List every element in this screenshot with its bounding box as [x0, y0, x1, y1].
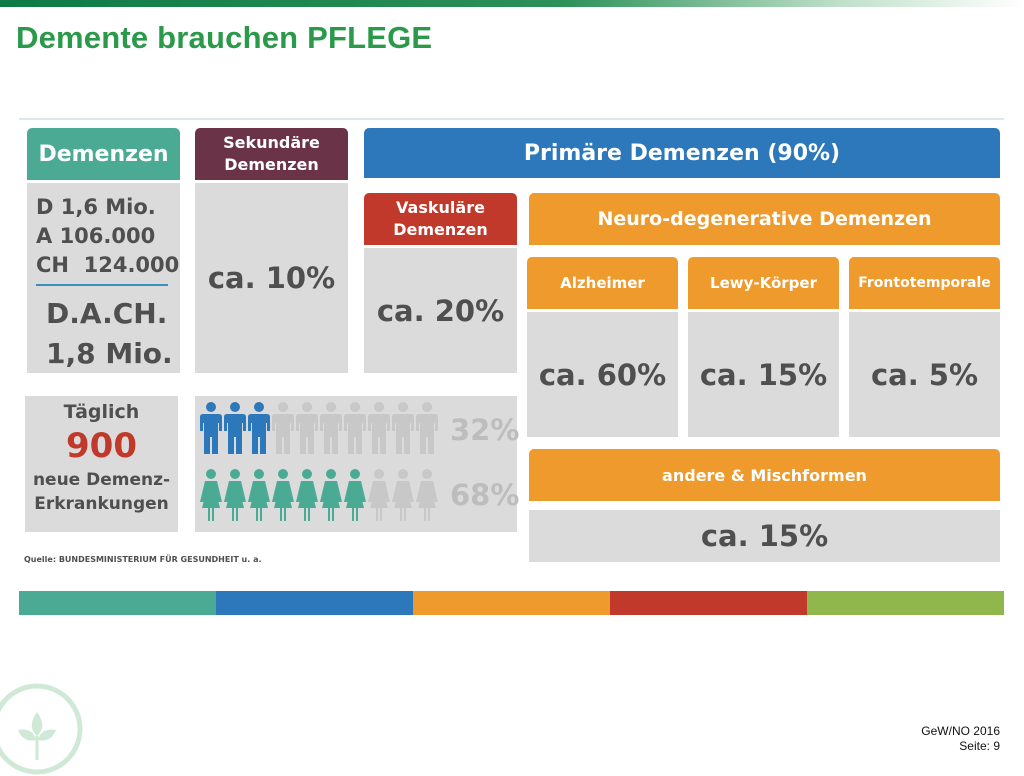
male-figure-icon	[368, 402, 390, 454]
dach-a: A 106.000	[36, 224, 156, 248]
sekundaer-header: Sekundäre Demenzen	[195, 128, 348, 180]
vaskulaer-value-panel: ca. 20%	[364, 248, 517, 373]
female-figure-icon	[200, 469, 222, 521]
alzheimer-value-panel: ca. 60%	[527, 312, 678, 437]
male-figure-icon	[200, 402, 222, 454]
alzheimer-header: Alzheimer	[527, 257, 678, 309]
footer-line2: Seite: 9	[959, 739, 1000, 753]
daily-panel: Täglich 900 neue Demenz- Erkrankungen	[25, 396, 178, 532]
daily-line1: Täglich	[63, 401, 140, 423]
vaskulaer-header: Vaskuläre Demenzen	[364, 193, 517, 245]
demenzen-label: Demenzen	[38, 141, 169, 167]
female-figure-icon	[344, 469, 366, 521]
lewy-header: Lewy-Körper	[688, 257, 839, 309]
fronto-value: ca. 5%	[870, 357, 979, 392]
lewy-label: Lewy-Körper	[710, 274, 817, 292]
female-figure-icon	[416, 469, 438, 521]
sekundaer-label: Sekundäre Demenzen	[223, 133, 320, 174]
source-note: Quelle: BUNDESMINISTERIUM FÜR GESUNDHEIT…	[24, 555, 262, 564]
fronto-value-panel: ca. 5%	[849, 312, 1000, 437]
male-figures	[199, 401, 439, 455]
male-figure-icon	[416, 402, 438, 454]
male-figure-icon	[248, 402, 270, 454]
leaf-logo-icon	[0, 683, 83, 775]
color-strip-segment	[19, 591, 216, 615]
slide-title: Demente brauchen PFLEGE	[16, 20, 433, 55]
neuro-header: Neuro-degenerative Demenzen	[529, 193, 1000, 245]
color-strip-segment	[807, 591, 1004, 615]
lewy-value: ca. 15%	[699, 357, 828, 392]
female-figure-icon	[392, 469, 414, 521]
male-figure-icon	[344, 402, 366, 454]
dach-panel: D 1,6 Mio. A 106.000 CH 124.000 D.A.CH. …	[27, 183, 180, 373]
dach-total-value: 1,8 Mio.	[46, 337, 173, 370]
vaskulaer-value: ca. 20%	[376, 293, 505, 328]
dach-separator	[36, 284, 168, 286]
primaer-label: Primäre Demenzen (90%)	[523, 140, 841, 166]
female-percent: 68%	[450, 478, 520, 512]
neuro-label: Neuro-degenerative Demenzen	[597, 208, 932, 230]
daily-line2: neue Demenz-	[32, 470, 171, 490]
dach-d: D 1,6 Mio.	[36, 195, 156, 219]
color-strip-segment	[610, 591, 807, 615]
dach-total-label: D.A.CH.	[46, 297, 168, 330]
male-figure-icon	[272, 402, 294, 454]
andere-header: andere & Mischformen	[529, 449, 1000, 501]
vaskulaer-label: Vaskuläre Demenzen	[393, 198, 488, 239]
color-strip-segment	[216, 591, 413, 615]
alzheimer-value: ca. 60%	[538, 357, 667, 392]
andere-value: ca. 15%	[700, 519, 829, 553]
sekundaer-value-panel: ca. 10%	[195, 183, 348, 373]
female-figure-icon	[296, 469, 318, 521]
female-figure-icon	[320, 469, 342, 521]
footer-line1: GeW/NO 2016	[921, 724, 1000, 738]
daily-number: 900	[66, 426, 137, 466]
female-figure-icon	[248, 469, 270, 521]
female-figures	[199, 468, 439, 522]
alzheimer-label: Alzheimer	[560, 274, 645, 292]
daily-line3: Erkrankungen	[34, 494, 169, 514]
female-figure-icon	[272, 469, 294, 521]
dach-ch: CH 124.000	[36, 253, 180, 277]
divider-line	[19, 118, 1004, 120]
andere-value-panel: ca. 15%	[529, 510, 1000, 562]
male-figure-icon	[320, 402, 342, 454]
footer: GeW/NO 2016 Seite: 9	[921, 724, 1000, 754]
color-strip-segment	[413, 591, 610, 615]
male-figure-icon	[392, 402, 414, 454]
male-percent: 32%	[450, 413, 520, 447]
primaer-header: Primäre Demenzen (90%)	[364, 128, 1000, 178]
female-figure-icon	[224, 469, 246, 521]
andere-label: andere & Mischformen	[662, 465, 867, 485]
male-figure-icon	[224, 402, 246, 454]
fronto-label: Frontotemporale	[858, 275, 991, 291]
fronto-header: Frontotemporale	[849, 257, 1000, 309]
sekundaer-value: ca. 10%	[207, 261, 336, 295]
female-figure-icon	[368, 469, 390, 521]
male-figure-icon	[296, 402, 318, 454]
top-accent-bar	[0, 0, 1024, 7]
lewy-value-panel: ca. 15%	[688, 312, 839, 437]
demenzen-header: Demenzen	[27, 128, 180, 180]
